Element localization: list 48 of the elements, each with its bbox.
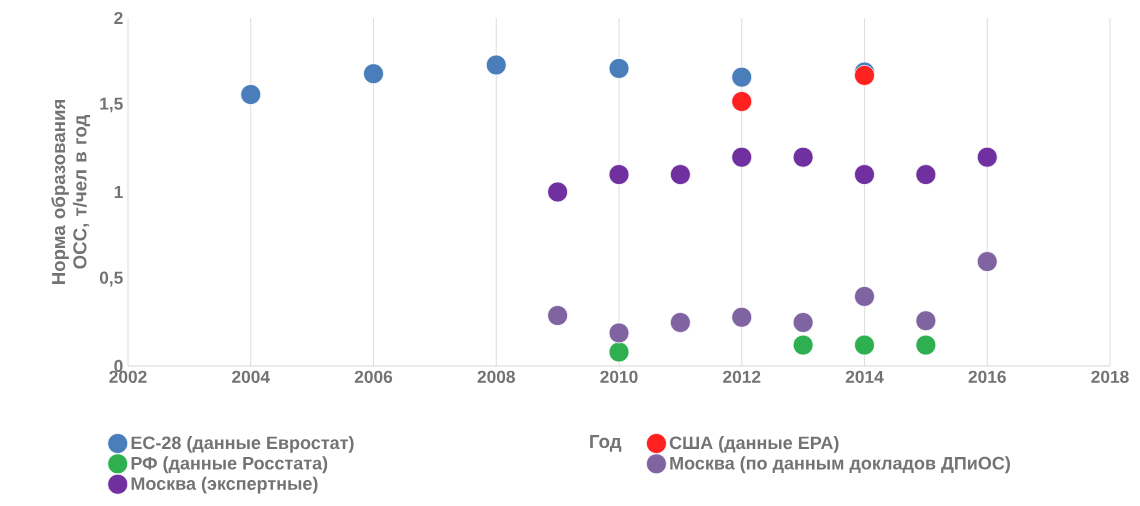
point <box>608 58 630 79</box>
point <box>915 164 937 185</box>
point <box>731 91 753 112</box>
point <box>854 334 875 356</box>
y-axis-title: Норма образования ОСС, т/чел в год <box>51 99 91 285</box>
x-axis-title: Год <box>590 435 622 452</box>
point <box>547 305 569 326</box>
point <box>608 322 630 344</box>
point <box>915 310 937 332</box>
legend-label: ЕС-28 (данные Евростат) <box>131 435 354 453</box>
x-tick-label: 2002 <box>109 370 147 383</box>
point <box>731 66 753 88</box>
y-tick-label: 0,5 <box>99 271 123 287</box>
point <box>669 312 691 333</box>
point <box>608 341 630 363</box>
x-tick-label: 2008 <box>477 370 515 383</box>
x-tick-label: 2006 <box>354 370 393 383</box>
x-tick-label: 2012 <box>723 370 761 383</box>
x-tick-label: 2004 <box>232 370 270 383</box>
point <box>854 164 875 185</box>
legend-label: РФ (данные Росстата) <box>131 456 328 474</box>
point <box>363 63 384 85</box>
point <box>854 285 875 307</box>
x-tick-label: 2016 <box>968 370 1006 383</box>
point <box>731 306 753 328</box>
point <box>485 54 507 76</box>
point <box>792 334 814 356</box>
point <box>976 251 998 272</box>
y-tick-label: 1 <box>114 186 123 198</box>
point <box>976 146 998 168</box>
point <box>240 84 262 105</box>
point <box>915 334 937 356</box>
point <box>608 164 630 185</box>
point <box>854 65 875 86</box>
y-tick-label: 1,5 <box>100 97 123 113</box>
point <box>547 181 569 203</box>
point <box>669 164 691 185</box>
legend-label: Москва (экспертные) <box>131 476 318 494</box>
point <box>792 146 814 168</box>
point <box>731 146 753 168</box>
x-tick-label: 2010 <box>600 370 638 383</box>
y-tick-label: 0 <box>114 359 123 373</box>
x-tick-label: 2014 <box>845 370 884 383</box>
x-tick-label: 2018 <box>1091 370 1129 383</box>
y-tick-label: 2 <box>114 11 123 25</box>
legend-label: США (данные EPA) <box>669 435 839 453</box>
legend-label: Москва (по данным докладов ДПиОС) <box>670 456 1010 474</box>
point <box>792 312 814 333</box>
